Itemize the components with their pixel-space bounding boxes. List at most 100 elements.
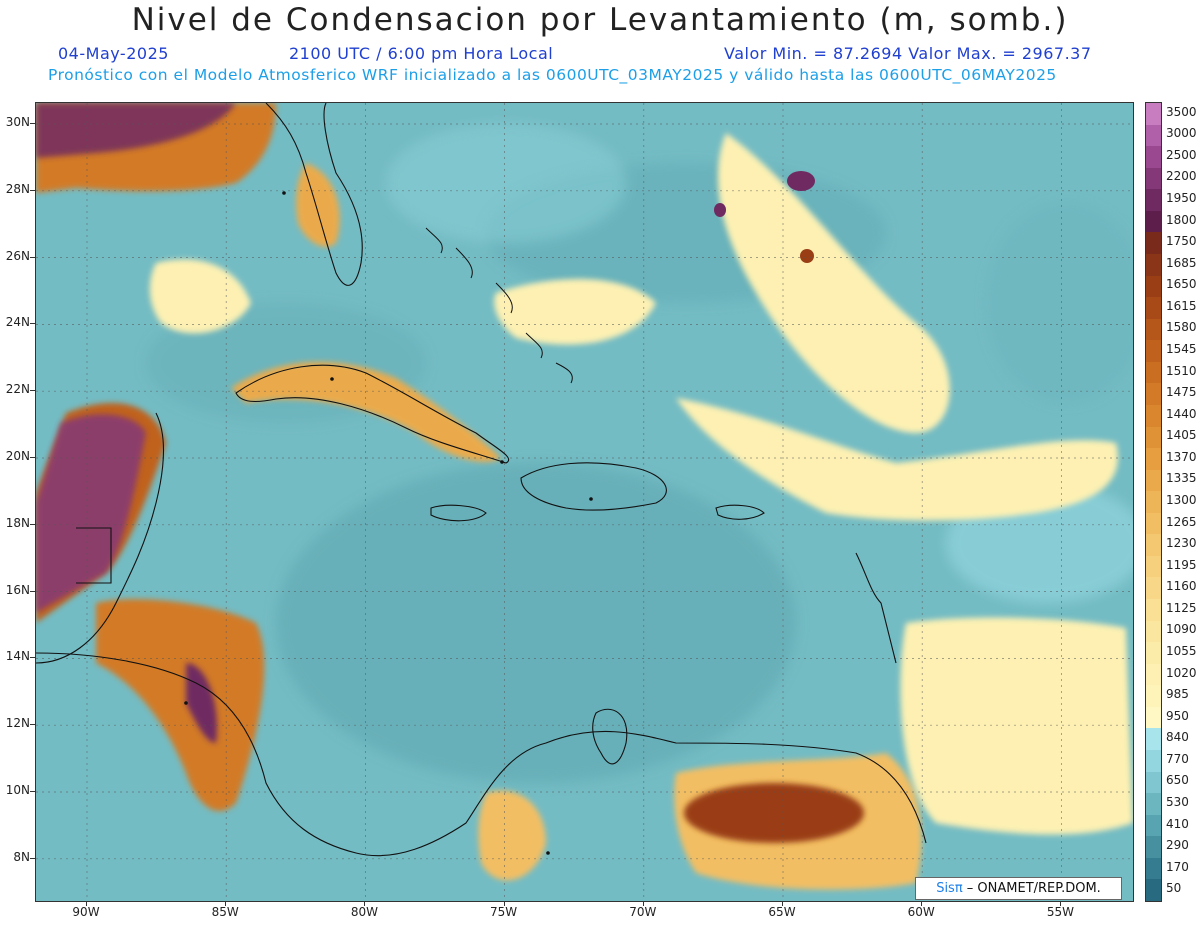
- colorbar-segment: [1146, 167, 1161, 190]
- lon-label-85W: 85W: [211, 905, 239, 919]
- colorbar-segment: [1146, 318, 1161, 341]
- colorbar-segment: [1146, 728, 1161, 751]
- colorbar-label-1265: 1265: [1166, 514, 1197, 529]
- forecast-date: 04-May-2025: [58, 44, 169, 63]
- lat-tick: [30, 724, 35, 726]
- city-marker: [330, 377, 334, 381]
- colorbar-label-290: 290: [1166, 838, 1189, 853]
- map-title: Nivel de Condensacion por Levantamiento …: [131, 2, 1069, 38]
- cuba-coastline: [235, 364, 509, 464]
- lat-label-14N: 14N: [5, 649, 30, 664]
- lat-label-10N: 10N: [5, 783, 30, 797]
- colorbar-segment: [1146, 426, 1161, 449]
- colorbar-label-2500: 2500: [1166, 147, 1197, 162]
- lon-tick: [1060, 901, 1062, 906]
- credit-logo-text: Sisπ: [936, 881, 963, 896]
- lon-label-75W: 75W: [490, 905, 518, 919]
- colorbar-label-840: 840: [1166, 730, 1189, 745]
- lat-label-20N: 20N: [5, 449, 30, 463]
- belize-border: [76, 527, 112, 584]
- colorbar-label-530: 530: [1166, 794, 1189, 809]
- lon-label-80W: 80W: [350, 905, 378, 919]
- colorbar-segment: [1146, 685, 1161, 708]
- forecast-time: 2100 UTC / 6:00 pm Hora Local: [289, 44, 554, 63]
- lat-label-24N: 24N: [5, 315, 30, 330]
- colorbar-label-1335: 1335: [1166, 471, 1197, 486]
- lat-tick: [30, 523, 35, 525]
- colorbar-label-985: 985: [1166, 687, 1189, 702]
- colorbar-label-170: 170: [1166, 859, 1189, 874]
- lat-label-28N: 28N: [5, 181, 30, 196]
- colorbar-label-1750: 1750: [1166, 234, 1197, 249]
- central-south-america-coastline: [36, 652, 927, 857]
- colorbar-segment: [1146, 642, 1161, 665]
- colorbar-segment: [1146, 297, 1161, 320]
- colorbar-segment: [1146, 706, 1161, 729]
- colorbar-segment: [1146, 555, 1161, 578]
- colorbar-label-1055: 1055: [1166, 643, 1197, 658]
- lat-tick: [30, 123, 35, 124]
- colorbar-segment: [1146, 814, 1161, 837]
- hispaniola-coastline: [520, 462, 667, 511]
- jamaica-coastline: [430, 504, 487, 522]
- colorbar-segment: [1146, 491, 1161, 514]
- colorbar-segment: [1146, 771, 1161, 794]
- lon-tick: [364, 901, 366, 906]
- map-canvas[interactable]: [35, 102, 1134, 902]
- lat-tick: [30, 457, 35, 458]
- city-marker: [184, 701, 188, 705]
- colorbar-segment: [1146, 599, 1161, 622]
- yucatan-coastline: [36, 412, 165, 664]
- colorbar-segment: [1146, 469, 1161, 492]
- lon-label-60W: 60W: [907, 905, 935, 919]
- lon-label-90W: 90W: [72, 905, 100, 919]
- city-marker: [500, 460, 504, 464]
- colorbar-segment: [1146, 210, 1161, 233]
- colorbar-label-1230: 1230: [1166, 536, 1197, 551]
- colorbar-label-1405: 1405: [1166, 428, 1197, 443]
- lat-tick: [30, 189, 35, 191]
- coastlines: [36, 103, 927, 857]
- colorbar-segment: [1146, 275, 1161, 298]
- colorbar-label-1125: 1125: [1166, 600, 1197, 615]
- lon-tick: [225, 901, 227, 906]
- colorbar-segment: [1146, 189, 1161, 212]
- lesser-antilles-arc: [855, 552, 897, 664]
- min-max-values: Valor Min. = 87.2694 Valor Max. = 2967.3…: [724, 44, 1092, 63]
- colorbar-segment: [1146, 383, 1161, 406]
- lat-label-8N: 8N: [13, 849, 30, 864]
- maximum-cores: [36, 103, 864, 843]
- colorbar-label-770: 770: [1166, 751, 1189, 766]
- lat-label-30N: 30N: [5, 115, 30, 129]
- colorbar-label-1800: 1800: [1166, 212, 1197, 227]
- lon-label-65W: 65W: [768, 905, 796, 919]
- lon-label-55W: 55W: [1046, 905, 1074, 919]
- lat-tick: [30, 657, 35, 659]
- colorbar-segment: [1146, 750, 1161, 773]
- colorbar-label-1300: 1300: [1166, 493, 1197, 507]
- lat-label-12N: 12N: [5, 716, 30, 731]
- colorbar-label-3500: 3500: [1166, 104, 1197, 119]
- lat-label-22N: 22N: [5, 382, 30, 397]
- bahamas-islands: [425, 227, 573, 384]
- city-marker: [546, 851, 550, 855]
- colorbar-segment: [1146, 340, 1161, 363]
- city-marker: [282, 191, 286, 195]
- puerto-rico-coastline: [715, 504, 765, 520]
- colorbar-label-1685: 1685: [1166, 255, 1197, 270]
- lat-tick: [30, 323, 35, 325]
- lat-tick: [30, 256, 35, 258]
- colorbar-segment: [1146, 879, 1161, 902]
- lon-tick: [921, 901, 923, 906]
- colorbar-segment: [1146, 534, 1161, 557]
- colorbar-label-1370: 1370: [1166, 449, 1197, 464]
- lat-label-16N: 16N: [5, 582, 30, 597]
- colorbar-segment: [1146, 793, 1161, 816]
- colorbar-label-1020: 1020: [1166, 665, 1197, 680]
- credit-organization: – ONAMET/REP.DOM.: [962, 881, 1101, 896]
- colorbar-label-950: 950: [1166, 708, 1189, 723]
- colorbar-segment: [1146, 404, 1161, 427]
- lat-tick: [30, 390, 35, 392]
- colorbar-segment: [1146, 124, 1161, 147]
- colorbar-label-1950: 1950: [1166, 191, 1197, 206]
